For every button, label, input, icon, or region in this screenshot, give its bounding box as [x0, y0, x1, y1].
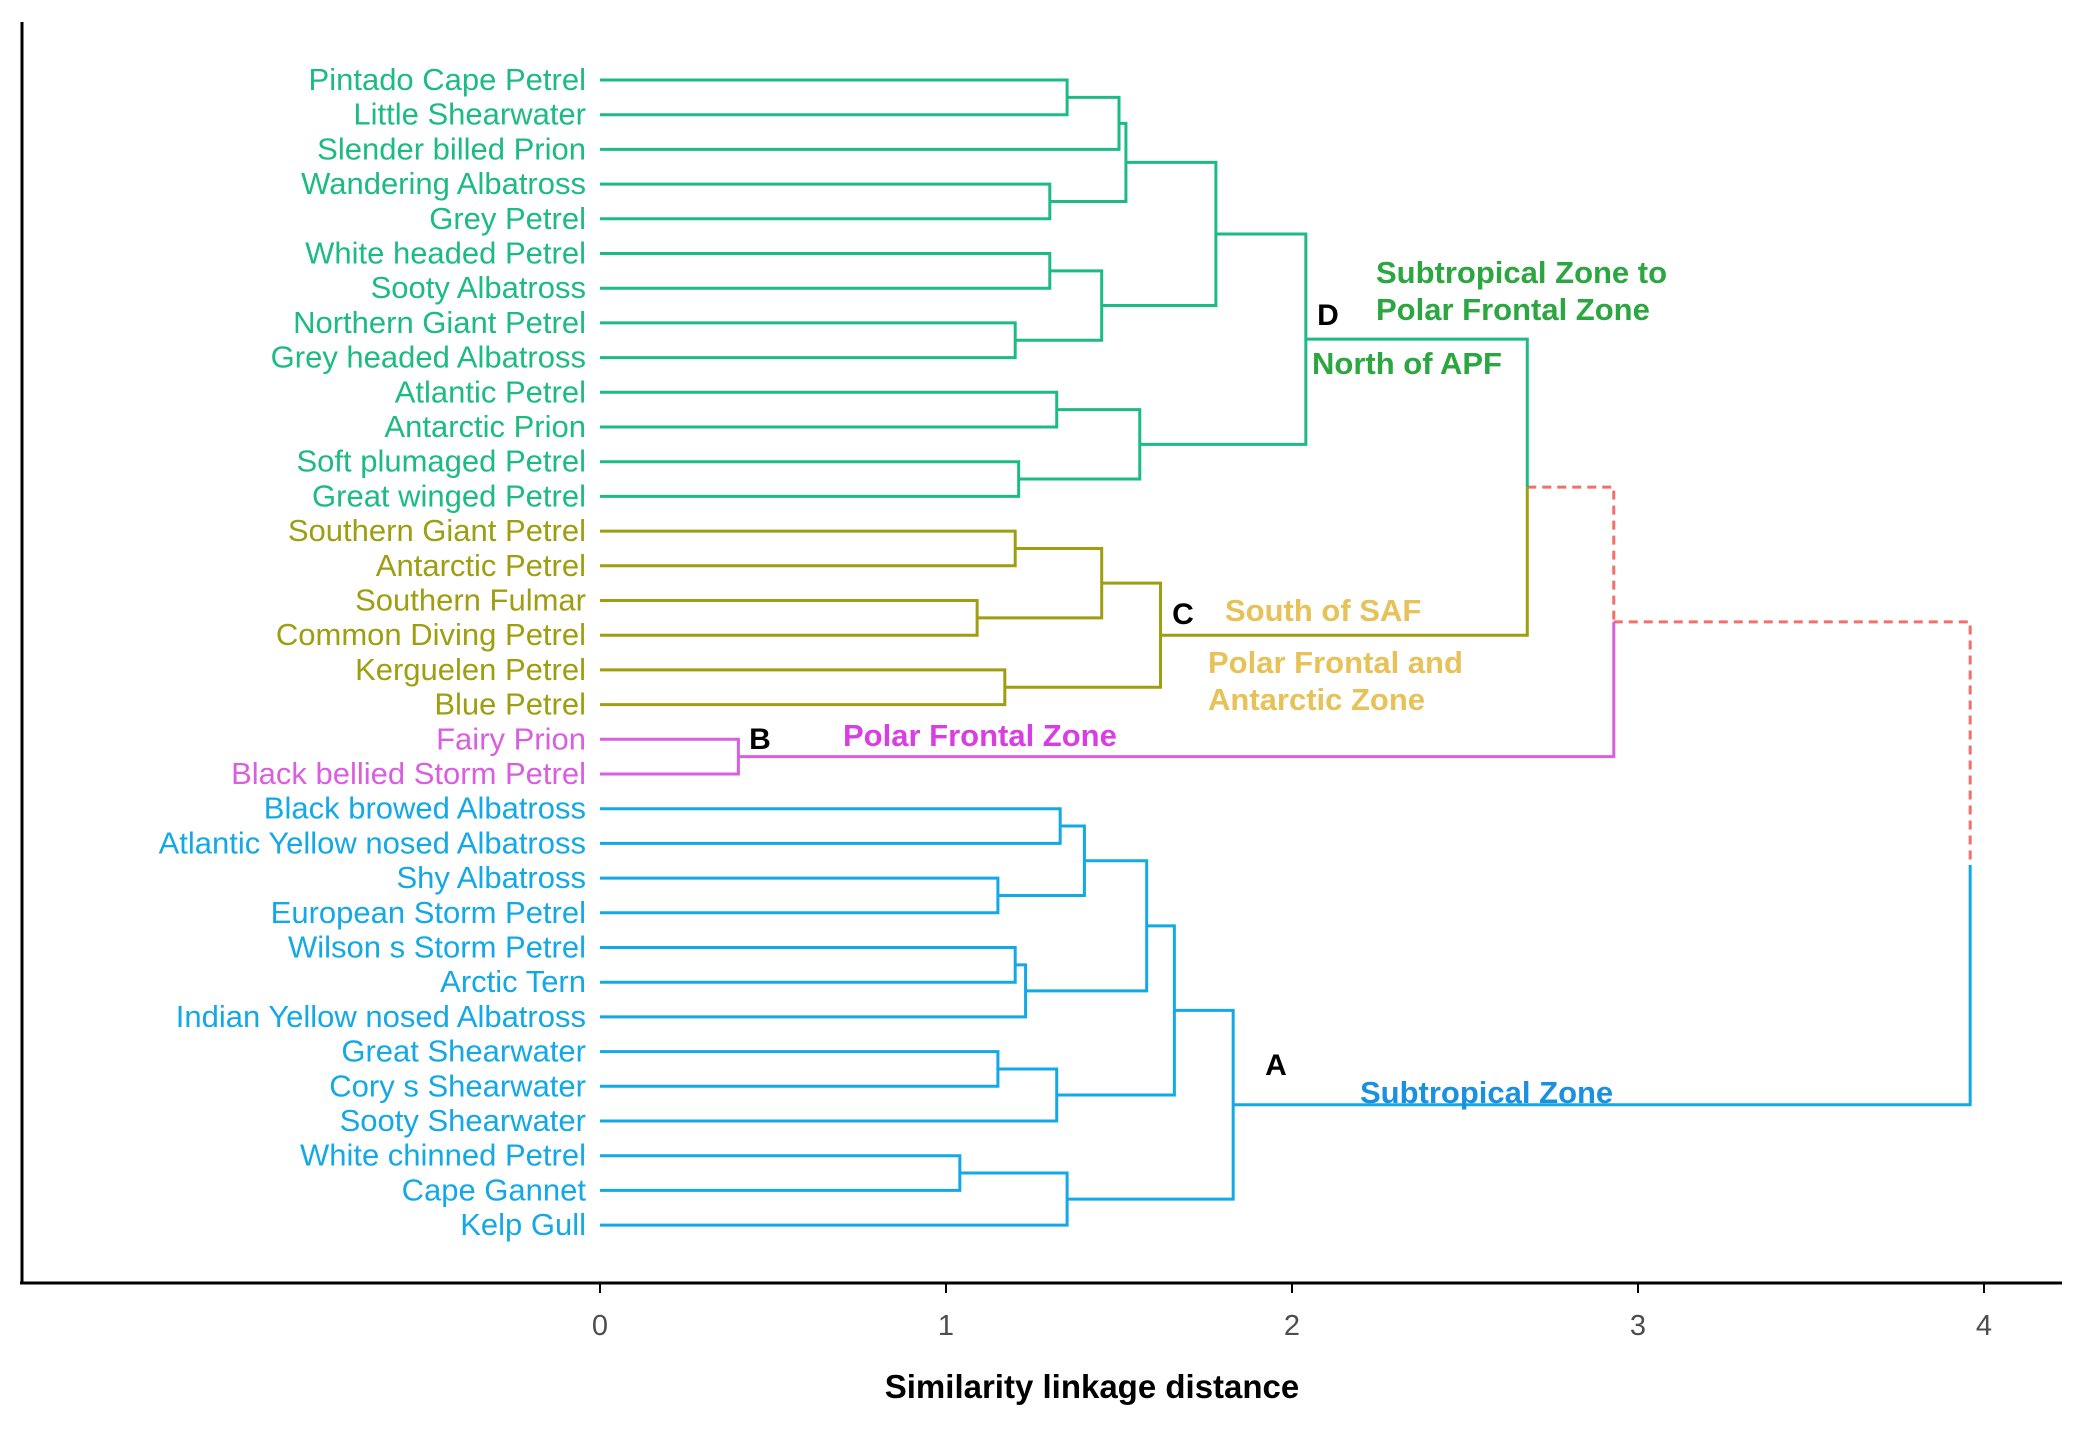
branch-m25: [600, 963, 1028, 1019]
zone-label: Polar Frontal Zone: [1376, 292, 1650, 327]
branch-m17: [1004, 581, 1163, 689]
branch-m21: [600, 807, 1062, 845]
branch-m26: [1025, 859, 1149, 993]
branch-m5: [600, 252, 1052, 290]
x-tick-label: 0: [592, 1310, 608, 1342]
branch-m1: [600, 78, 1069, 117]
branch-m24: [600, 946, 1017, 984]
branch-m29: [1056, 924, 1176, 1097]
leaf-label: Slender billed Prion: [317, 131, 586, 166]
leaf-label: Antarctic Petrel: [376, 548, 586, 583]
zone-label: Subtropical Zone: [1360, 1075, 1613, 1110]
branch-m31: [600, 1171, 1069, 1227]
leaf-label: Cape Gannet: [402, 1172, 587, 1207]
branch-m7: [1015, 269, 1104, 342]
branch-m12: [1139, 232, 1308, 446]
cluster-letter-a: A: [1265, 1049, 1287, 1082]
leaf-label: Atlantic Yellow nosed Albatross: [159, 825, 586, 860]
x-axis-title: Similarity linkage distance: [885, 1368, 1300, 1405]
x-tick-label: 2: [1284, 1310, 1300, 1342]
branch-m18-upper: [1305, 337, 1529, 488]
branch-root-upper: [1613, 620, 1972, 865]
leaf-label: European Storm Petrel: [271, 895, 586, 930]
zone-label: Antarctic Zone: [1208, 682, 1425, 717]
branch-m19: [600, 737, 740, 776]
branch-m11: [1018, 408, 1142, 481]
branch-m6: [600, 321, 1017, 360]
branch-m22: [600, 876, 1000, 915]
x-axis-ticks: 0 1 2 3 4: [592, 1283, 1992, 1342]
zone-label: Subtropical Zone to: [1376, 255, 1667, 290]
leaf-label: Pintado Cape Petrel: [309, 62, 586, 97]
leaf-label: Soft plumaged Petrel: [296, 444, 586, 479]
branch-m4: [1049, 121, 1128, 203]
branch-m8: [1101, 160, 1218, 308]
leaf-label: Arctic Tern: [440, 964, 586, 999]
leaf-label: White chinned Petrel: [300, 1138, 586, 1173]
leaf-label: Grey headed Albatross: [271, 340, 586, 375]
branch-m30: [600, 1154, 962, 1192]
axes: [20, 22, 2062, 1285]
zone-label: South of SAF: [1225, 593, 1421, 628]
branch-m3: [600, 182, 1052, 221]
leaf-label: Northern Giant Petrel: [293, 305, 586, 340]
leaf-label: Indian Yellow nosed Albatross: [176, 999, 586, 1034]
branch-m15: [977, 546, 1104, 620]
branch-m32: [1067, 1008, 1235, 1201]
branch-m28: [600, 1067, 1059, 1123]
leaf-label: Fairy Prion: [436, 721, 586, 756]
leaf-label: Atlantic Petrel: [395, 374, 586, 409]
leaf-label: Kerguelen Petrel: [355, 652, 586, 687]
x-tick-label: 3: [1630, 1310, 1646, 1342]
branch-m20-upper: [1527, 485, 1616, 622]
branch-m13: [600, 529, 1017, 568]
leaf-label: Blue Petrel: [434, 687, 586, 722]
branch-root-lower: [1233, 865, 1972, 1107]
leaf-label: Little Shearwater: [353, 97, 586, 132]
cluster-letter-b: B: [749, 723, 771, 756]
cluster-letter-c: C: [1172, 598, 1194, 631]
zone-label: North of APF: [1312, 346, 1502, 381]
branch-m16: [600, 668, 1007, 707]
leaf-label: Common Diving Petrel: [276, 617, 586, 652]
leaf-label: Kelp Gull: [460, 1207, 586, 1242]
branch-m18-lower: [1160, 487, 1529, 637]
leaf-label: Great winged Petrel: [312, 478, 586, 513]
leaf-label: Sooty Shearwater: [340, 1103, 586, 1138]
leaf-label: Black bellied Storm Petrel: [231, 756, 586, 791]
branch-m23: [997, 824, 1086, 897]
zone-label: Polar Frontal Zone: [843, 718, 1117, 753]
x-tick-label: 4: [1976, 1310, 1992, 1342]
leaf-label: Great Shearwater: [341, 1034, 586, 1069]
zone-label: Polar Frontal and: [1208, 645, 1463, 680]
leaf-label: Grey Petrel: [429, 201, 586, 236]
x-tick-label: 1: [938, 1310, 954, 1342]
dendrogram-branches: [600, 78, 1972, 1227]
branch-m2: [600, 95, 1121, 151]
leaf-label: White headed Petrel: [305, 236, 586, 271]
leaf-label: Shy Albatross: [396, 860, 586, 895]
branch-m14: [600, 599, 979, 637]
leaf-label: Black browed Albatross: [264, 791, 586, 826]
leaf-label: Cory s Shearwater: [329, 1068, 586, 1103]
leaf-label: Wilson s Storm Petrel: [288, 930, 586, 965]
branch-m20-lower: [738, 621, 1616, 759]
cluster-letter-d: D: [1317, 299, 1339, 332]
leaf-label: Antarctic Prion: [384, 409, 586, 444]
leaf-label: Wandering Albatross: [301, 166, 586, 201]
branch-m27: [600, 1050, 1000, 1088]
leaf-label: Southern Giant Petrel: [288, 513, 586, 548]
leaf-label: Sooty Albatross: [371, 270, 586, 305]
leaf-label: Southern Fulmar: [355, 583, 586, 618]
branch-m9: [600, 390, 1059, 429]
branch-m10: [600, 460, 1021, 498]
